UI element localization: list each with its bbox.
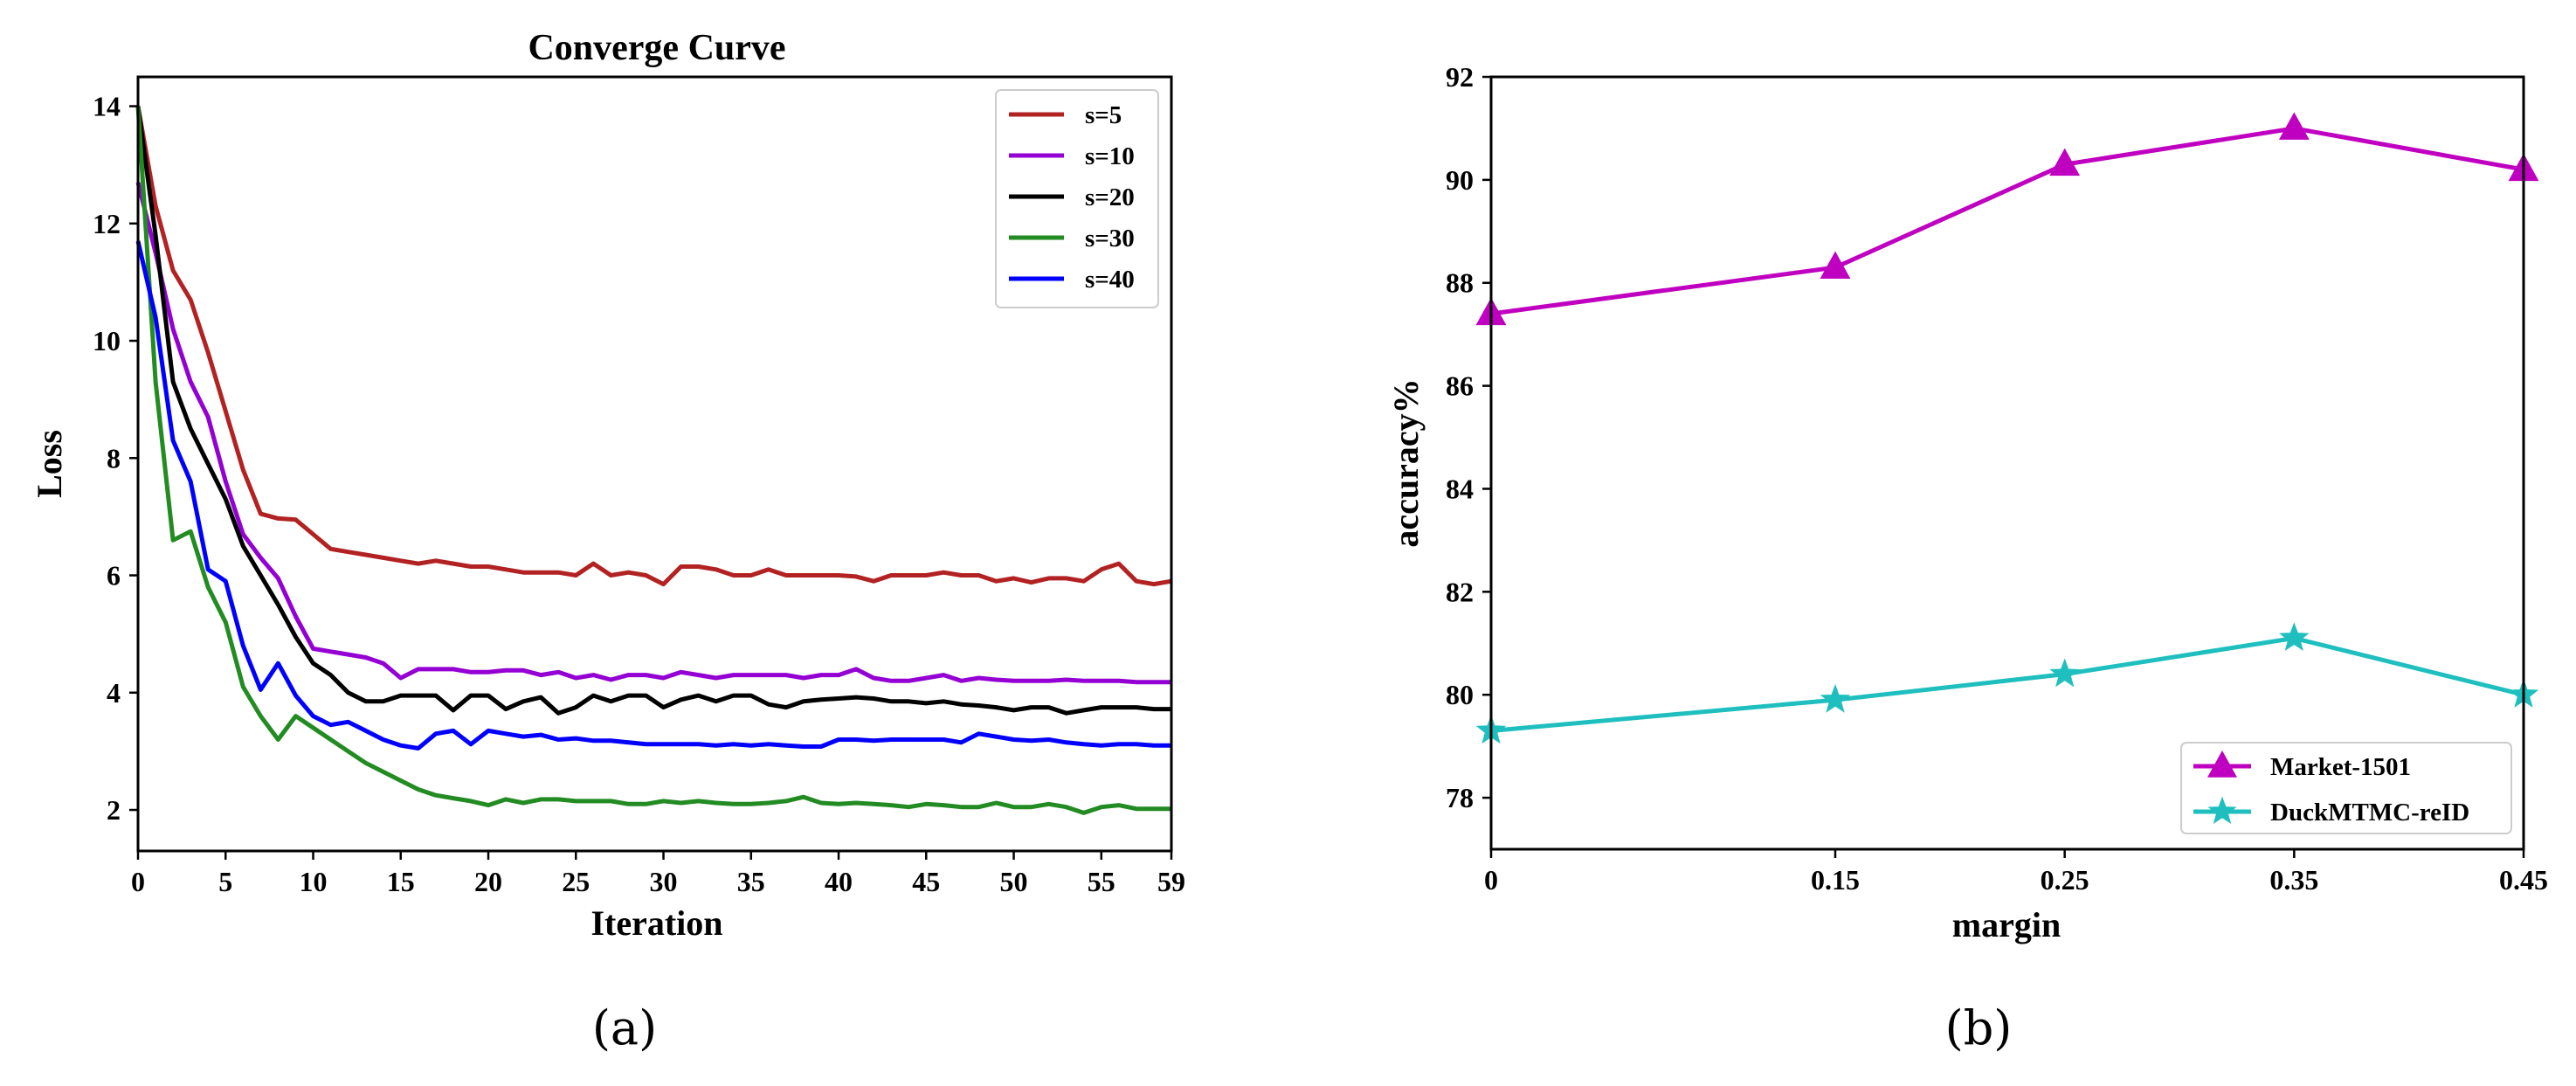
x-tick-label: 10 <box>300 866 328 897</box>
accuracy-margin-chart: margin accuracy% 0 0.15 0.25 0.35 0.45 78 80 82… <box>1386 61 2548 1055</box>
y-tick-label: 88 <box>1446 267 1474 299</box>
legend-label-s=20: s=20 <box>1085 183 1135 211</box>
legend-box <box>2180 742 2512 834</box>
legend-label-s=5: s=5 <box>1085 101 1122 129</box>
y-tick-label: 6 <box>107 560 121 591</box>
legend-label-s=30: s=30 <box>1085 225 1135 252</box>
x-tick-label: 20 <box>474 866 502 897</box>
chart-a-title: Converge Curve <box>528 28 785 68</box>
legend-label-s=40: s=40 <box>1085 266 1135 294</box>
series-line-s=40 <box>135 240 1171 751</box>
x-tick-label: 25 <box>562 866 590 897</box>
y-tick-label: 78 <box>1446 782 1474 813</box>
series-line-s=10 <box>135 182 1171 685</box>
chart-b-plot-frame <box>1489 75 2525 851</box>
y-tick-label: 84 <box>1446 473 1474 504</box>
legend-marker-DuckMTMC-reID <box>2207 796 2237 825</box>
x-tick-label: 59 <box>1157 866 1185 897</box>
x-tick-label: 0.25 <box>2041 864 2089 896</box>
legend-label-DuckMTMC-reID: DuckMTMC-reID <box>2270 799 2469 827</box>
series-line-s=30 <box>135 106 1171 815</box>
x-tick-label: 0.45 <box>2499 864 2548 896</box>
y-tick-label: 80 <box>1446 679 1474 710</box>
y-tick-label: 12 <box>93 208 121 239</box>
x-tick-label: 0 <box>1484 864 1498 896</box>
x-tick-label: 40 <box>825 866 853 897</box>
series-line-s=5 <box>135 106 1172 587</box>
legend-marker-Market-1501 <box>2207 750 2237 778</box>
star-marker <box>2049 658 2080 688</box>
y-tick-label: 8 <box>107 442 121 474</box>
series-line-Market-1501 <box>1490 126 2524 316</box>
x-tick-label: 35 <box>737 866 765 897</box>
y-tick-label: 86 <box>1446 370 1474 402</box>
y-tick-label: 2 <box>107 794 121 826</box>
y-tick-label: 82 <box>1446 576 1474 607</box>
x-tick-label: 0.15 <box>1811 864 1860 896</box>
x-tick-label: 50 <box>1000 866 1028 897</box>
chart-a-xlabel: Iteration <box>590 903 722 943</box>
chart-b-ylabel: accuracy% <box>1386 378 1426 547</box>
y-tick-label: 92 <box>1446 61 1474 93</box>
x-tick-label: 55 <box>1088 866 1115 897</box>
legend-label-Market-1501: Market-1501 <box>2270 753 2411 781</box>
chart-b-caption: (b) <box>1945 1000 2013 1055</box>
converge-curve-chart: Converge Curve Iteration Loss 0 5 10 15 20 25… <box>30 28 1185 1055</box>
chart-b-xlabel: margin <box>1952 905 2061 944</box>
x-tick-label: 15 <box>387 866 415 897</box>
triangle-marker <box>1820 251 1851 280</box>
chart-a-plot-frame <box>136 75 1173 853</box>
x-tick-label: 0.35 <box>2269 864 2318 896</box>
triangle-marker <box>2049 148 2081 176</box>
x-tick-label: 45 <box>912 866 940 897</box>
y-tick-label: 4 <box>107 677 121 709</box>
star-marker <box>2279 622 2310 652</box>
series-line-s=20 <box>135 106 1171 716</box>
star-marker <box>1820 683 1851 713</box>
chart-a-caption: (a) <box>592 1000 657 1055</box>
y-tick-label: 10 <box>93 325 121 356</box>
legend-label-s=10: s=10 <box>1085 142 1135 170</box>
chart-a-legend: s=5 s=10 s=20 s=30 s=40 <box>995 89 1159 308</box>
y-tick-label: 14 <box>93 91 121 122</box>
x-tick-label: 30 <box>650 866 678 897</box>
chart-a-ylabel: Loss <box>30 430 69 498</box>
series-line-DuckMTMC-reID <box>1490 635 2524 733</box>
triangle-marker <box>2278 112 2310 140</box>
chart-b-legend: Market-1501 DuckMTMC-reID <box>2180 742 2512 834</box>
y-tick-label: 90 <box>1446 164 1474 196</box>
legend-box <box>995 89 1159 308</box>
x-tick-label: 0 <box>131 866 145 897</box>
x-tick-label: 5 <box>218 866 232 897</box>
